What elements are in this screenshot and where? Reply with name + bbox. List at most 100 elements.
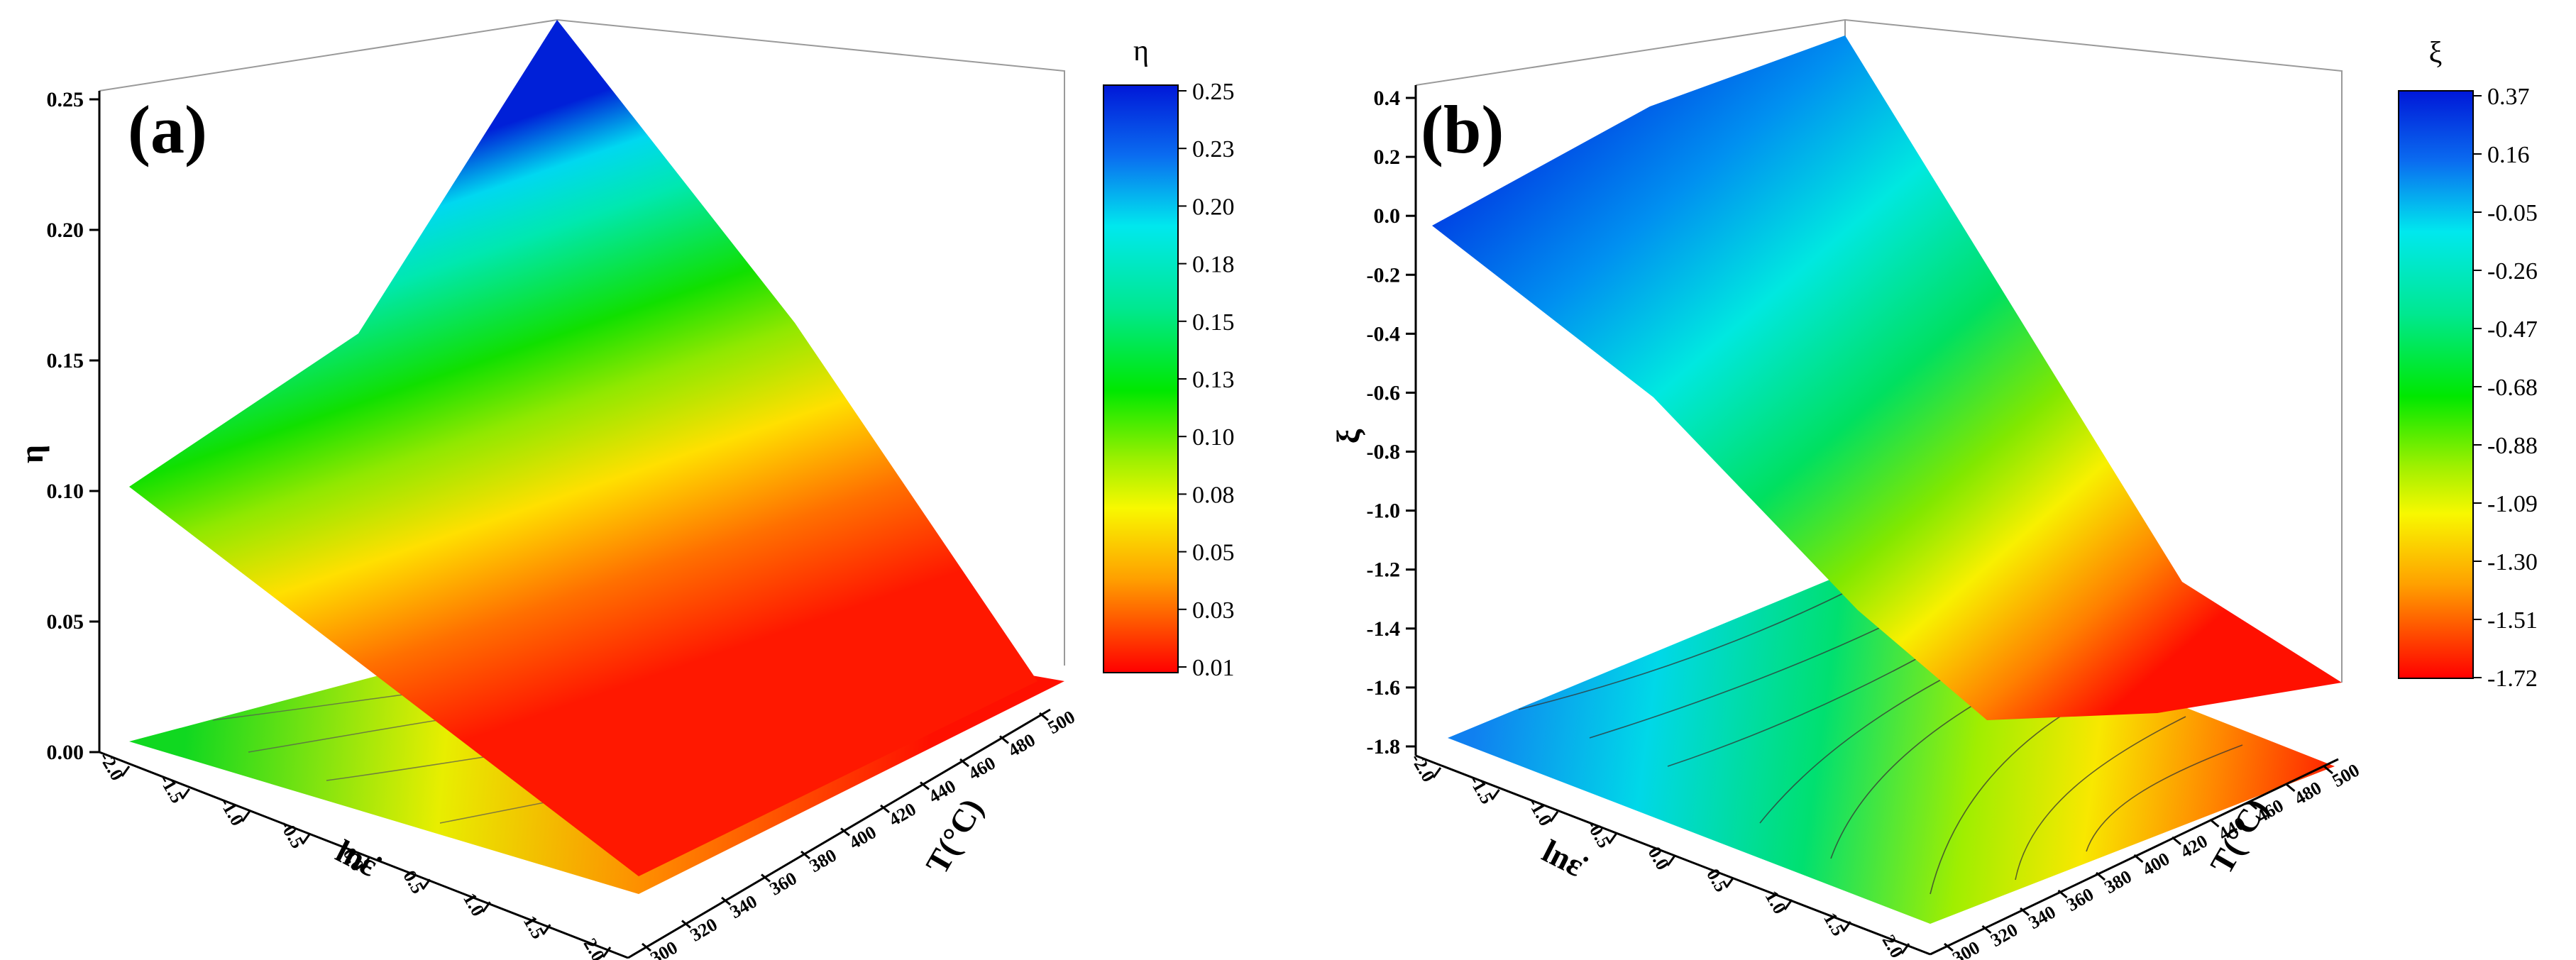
y-tick-mark (2133, 854, 2144, 864)
x-tick-mark (1491, 789, 1500, 800)
y-tick-mark (800, 850, 810, 860)
z-tick-label: 0.20 (47, 219, 84, 242)
x-tick-label: -2.0 (1407, 750, 1439, 785)
y-tick-mark (880, 804, 890, 814)
colorbar-tick-label: 0.05 (1192, 540, 1235, 566)
y-tick-mark (999, 735, 1009, 744)
y-tick-label: 300 (647, 937, 681, 960)
panel-a-surface (129, 20, 1037, 876)
z-tick-label: -0.2 (1367, 263, 1401, 287)
panel-a-y-axis-title: T(°C) (918, 793, 990, 880)
panel-a: 0.000.050.100.150.200.25 -2.0-1.5-1.0-0.… (13, 18, 1235, 960)
colorbar-tick-label: -0.88 (2487, 433, 2538, 459)
x-tick-mark (1842, 921, 1851, 932)
panel-a-z-ticks: 0.00 0.05 0.10 0.15 0.20 0.25 (47, 88, 99, 764)
y-tick-label: 340 (727, 891, 761, 923)
panel-b-x-axis-line (1415, 754, 1931, 956)
colorbar-tick-label: -1.30 (2487, 549, 2538, 575)
z-tick-label: -0.4 (1367, 322, 1401, 346)
panel-b-colorbar-title: ξ (2429, 37, 2443, 70)
colorbar-tick-label: -1.72 (2487, 666, 2538, 692)
y-tick-label: 320 (687, 914, 721, 946)
z-tick-label: 0.25 (47, 88, 84, 111)
panel-a-colorbar-ticks: 0.25 0.23 0.20 0.18 0.15 0.13 0.10 0.08 0.05 0.03… (1178, 79, 1235, 681)
x-tick-mark (1725, 877, 1734, 888)
x-tick-mark (1608, 833, 1617, 844)
x-tick-label: -2.0 (95, 749, 128, 784)
x-tick-label: 0.0 (1644, 843, 1673, 873)
y-tick-mark (721, 896, 731, 906)
x-tick-mark (361, 856, 371, 868)
panel-b-colorbar (2398, 90, 2474, 679)
colorbar-tick-label: 0.16 (2487, 142, 2530, 168)
x-tick-mark (422, 878, 431, 890)
z-tick-label: 0.05 (47, 610, 84, 634)
colorbar-tick-label: -0.47 (2487, 316, 2538, 343)
z-tick-label: -1.6 (1367, 676, 1401, 700)
colorbar-tick-label: 0.37 (2487, 84, 2530, 110)
z-tick-label: 0.00 (47, 741, 84, 764)
colorbar-tick-label: 0.13 (1192, 367, 1235, 393)
panel-a-box-frame (99, 18, 1065, 666)
y-tick-mark (681, 920, 691, 929)
y-tick-mark (2172, 836, 2181, 846)
colorbar-tick-label: 0.20 (1192, 194, 1235, 220)
y-tick-mark (2020, 907, 2030, 917)
colorbar-tick-label: 0.08 (1192, 482, 1235, 508)
panel-b-z-axis-title: ξ (1330, 429, 1366, 443)
panel-b-label: (b) (1421, 92, 1504, 167)
y-tick-mark (959, 758, 969, 768)
panel-b-z-ticks: -1.8 -1.6 -1.4 -1.2 -1.0 -0.8 -0.6 -0.4 -0.2 0.0 0… (1367, 87, 1416, 758)
colorbar-tick-label: 0.18 (1192, 252, 1235, 278)
z-tick-label: 0.0 (1374, 204, 1401, 228)
y-tick-mark (642, 942, 651, 952)
x-tick-mark (181, 788, 190, 800)
y-tick-mark (1981, 925, 1992, 934)
x-tick-mark (241, 810, 251, 822)
panel-a-x-axis-title: lnε̇ (330, 832, 385, 885)
z-tick-label: -1.2 (1367, 558, 1401, 582)
z-tick-label: -1.8 (1367, 735, 1401, 758)
y-tick-mark (2057, 889, 2068, 899)
x-tick-mark (1432, 767, 1442, 778)
y-tick-mark (2285, 783, 2296, 793)
panel-b-y-axis-line (1930, 758, 2339, 956)
y-tick-mark (1039, 712, 1049, 722)
y-tick-mark (840, 827, 850, 837)
colorbar-tick-label: 0.15 (1192, 309, 1235, 336)
colorbar-tick-label: -0.05 (2487, 200, 2538, 226)
x-tick-mark (1783, 899, 1793, 910)
colorbar-tick-label: -1.09 (2487, 491, 2538, 517)
x-tick-label: 2.0 (580, 934, 609, 960)
y-tick-label: 300 (1949, 937, 1983, 960)
z-tick-label: -0.8 (1367, 441, 1401, 464)
panel-b: -1.8 -1.6 -1.4 -1.2 -1.0 -0.8 -0.6 -0.4 -0.2 0.0 0… (1330, 18, 2538, 960)
y-tick-mark (1944, 942, 1954, 952)
panel-b-x-axis-title: lnε̇ (1536, 832, 1592, 885)
colorbar-tick-label: -0.68 (2487, 375, 2538, 401)
x-tick-mark (482, 901, 491, 913)
x-tick-mark (302, 833, 311, 845)
y-tick-mark (761, 873, 771, 883)
panel-b-surface (1432, 35, 2342, 720)
colorbar-tick-label: 0.03 (1192, 597, 1235, 624)
z-tick-label: 0.2 (1374, 145, 1401, 169)
y-tick-mark (2209, 818, 2220, 828)
panel-a-y-axis-line (627, 708, 1051, 959)
x-tick-mark (1900, 943, 1910, 954)
panel-a-colorbar (1103, 84, 1179, 673)
panel-a-colorbar-title: η (1133, 35, 1149, 67)
panel-b-box-frame (1415, 18, 2343, 683)
y-tick-mark (2096, 871, 2106, 881)
panel-b-floor-contour (1448, 573, 2335, 924)
x-tick-mark (602, 947, 612, 958)
z-tick-label: 0.15 (47, 349, 84, 373)
y-tick-mark (2323, 765, 2333, 775)
y-tick-mark (920, 781, 930, 790)
colorbar-tick-label: -0.26 (2487, 258, 2538, 285)
colorbar-tick-label: -1.51 (2487, 607, 2538, 634)
x-tick-mark (1549, 811, 1559, 822)
z-tick-label: 0.10 (47, 480, 84, 503)
panel-a-x-axis-line (99, 751, 629, 959)
